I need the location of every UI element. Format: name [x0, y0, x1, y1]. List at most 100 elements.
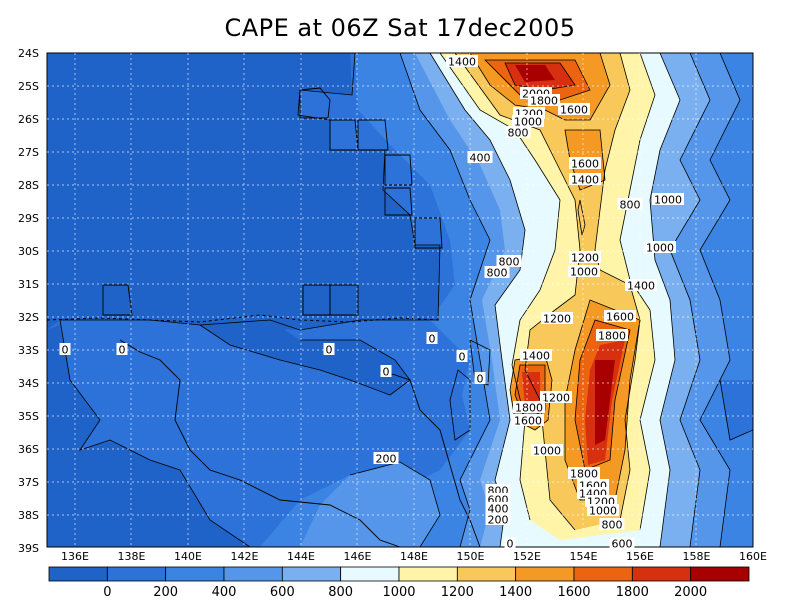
- cape-field: [47, 53, 753, 547]
- lat-tick-label: 26S: [18, 113, 39, 126]
- contour-label-bg: [599, 518, 625, 530]
- contour-label-bg: [644, 241, 676, 253]
- contour-label-bg: [59, 343, 71, 355]
- colorbar-swatch: [165, 566, 225, 582]
- contour-label-bg: [568, 467, 600, 479]
- lon-tick-label: 158E: [683, 550, 711, 563]
- contour-label: 1800: [598, 330, 626, 343]
- contour-label: 0: [477, 373, 484, 386]
- contour-label-bg: [652, 193, 684, 205]
- contour-label: 0: [429, 333, 436, 346]
- colorbar-label: 1000: [382, 585, 415, 600]
- contour-label-bg: [512, 414, 544, 426]
- contour-label-bg: [569, 173, 601, 185]
- lat-tick-label: 27S: [18, 146, 39, 159]
- contour-label-bg: [540, 391, 572, 403]
- contour-label: 1400: [571, 174, 599, 187]
- lon-tick-label: 160E: [739, 550, 767, 563]
- latitude-ticks: 24S 25S 26S 27S 28S 29S 30S 31S 32S 33S 34S 35S 36S 3…: [18, 47, 39, 555]
- lat-tick-label: 24S: [18, 47, 39, 60]
- lat-tick-label: 30S: [18, 245, 39, 258]
- contour-label: 0: [62, 344, 69, 357]
- contour-label-bg: [485, 502, 511, 514]
- contour-label: 200: [488, 514, 509, 527]
- contour-label-bg: [617, 198, 643, 210]
- contour-label: 1000: [533, 445, 561, 458]
- contour-label: 800: [499, 256, 520, 269]
- colorbar-label: 200: [153, 585, 178, 600]
- contour-label: 400: [470, 152, 491, 165]
- lat-tick-label: 29S: [18, 212, 39, 225]
- contour-label-bg: [531, 444, 563, 456]
- contour-label-bg: [504, 537, 516, 549]
- contour-label: 1600: [606, 311, 634, 324]
- contour-label-bg: [116, 343, 128, 355]
- lon-tick-label: 152E: [513, 550, 541, 563]
- colorbar-label: 800: [328, 585, 353, 600]
- contour-label-bg: [541, 312, 573, 324]
- colorbar-swatch: [456, 566, 517, 582]
- lon-tick-label: 154E: [570, 550, 598, 563]
- contour-label: 1400: [522, 350, 550, 363]
- contour-label: 1000: [514, 116, 542, 129]
- contour-label: 1200: [542, 392, 570, 405]
- contour-label: 200: [376, 453, 397, 466]
- contour-label: 1800: [515, 402, 543, 415]
- contour-label: 0: [119, 344, 126, 357]
- lon-tick-label: 142E: [231, 550, 259, 563]
- contour-label-bg: [596, 329, 628, 341]
- colorbar-label: 1800: [616, 585, 649, 600]
- contour-label-bg: [373, 452, 399, 464]
- longitude-ticks: 136E 138E 140E 142E 144E 146E 148E 150E 152E 154E…: [61, 550, 767, 563]
- contour-label-bg: [568, 265, 600, 277]
- contour-label-bg: [625, 279, 657, 291]
- lat-tick-label: 38S: [18, 509, 39, 522]
- lon-tick-label: 156E: [626, 550, 654, 563]
- contour-label: 800: [620, 199, 641, 212]
- lon-tick-label: 144E: [287, 550, 315, 563]
- colorbar-label: 2000: [674, 585, 707, 600]
- contour-label-bg: [467, 151, 493, 163]
- lon-tick-label: 140E: [174, 550, 202, 563]
- contour-label: 1000: [589, 505, 617, 518]
- colorbar-swatch: [223, 566, 283, 582]
- contour-label: 800: [508, 127, 529, 140]
- contour-label: 1200: [571, 252, 599, 265]
- lon-tick-label: 150E: [457, 550, 485, 563]
- contour-label-bg: [512, 115, 544, 127]
- contour-label: 0: [383, 366, 390, 379]
- contour-label-bg: [513, 401, 545, 413]
- contour-label: 1800: [570, 468, 598, 481]
- contour-labels: 1400200018001600120010008004001600140080…: [59, 55, 684, 551]
- contour-label-bg: [569, 251, 601, 263]
- colorbar-swatch: [690, 566, 750, 582]
- graticule: [47, 53, 753, 547]
- colorbar-label: 1400: [499, 585, 532, 600]
- contour-label: 0: [326, 344, 333, 357]
- chart-title: CAPE at 06Z Sat 17dec2005: [224, 14, 576, 42]
- contour-label: 1600: [560, 104, 588, 117]
- contour-label: 1800: [530, 95, 558, 108]
- contour-label-bg: [587, 504, 619, 516]
- lat-tick-label: 35S: [18, 410, 39, 423]
- lon-tick-label: 138E: [118, 550, 146, 563]
- lon-tick-label: 136E: [61, 550, 89, 563]
- lat-tick-label: 31S: [18, 278, 39, 291]
- lat-tick-label: 36S: [18, 443, 39, 456]
- contour-label: 0: [459, 351, 466, 364]
- contour-label-bg: [558, 103, 590, 115]
- colorbar-label: 1200: [441, 585, 474, 600]
- contour-label-bg: [485, 513, 511, 525]
- colorbar-swatch: [515, 566, 575, 582]
- lat-tick-label: 34S: [18, 377, 39, 390]
- colorbar: 0 200 400 600 800 1000 1200 1400 1600 1800 2000: [48, 566, 750, 600]
- lat-tick-label: 25S: [18, 80, 39, 93]
- colorbar-swatch: [573, 566, 633, 582]
- contour-label-bg: [496, 255, 522, 267]
- lon-tick-label: 148E: [400, 550, 428, 563]
- colorbar-label: 1600: [557, 585, 590, 600]
- lat-tick-label: 32S: [18, 311, 39, 324]
- colorbar-label: 0: [103, 585, 111, 600]
- contour-label-bg: [520, 349, 552, 361]
